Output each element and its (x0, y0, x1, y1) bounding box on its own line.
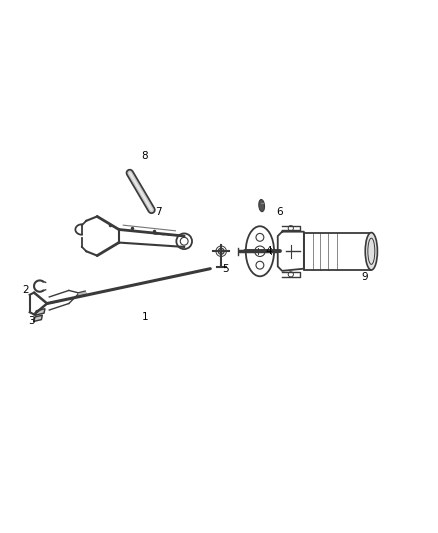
Text: 9: 9 (361, 272, 368, 282)
Text: 3: 3 (28, 316, 35, 326)
Text: 4: 4 (266, 246, 272, 256)
Text: 5: 5 (222, 264, 229, 273)
Bar (304, 232, 371, 270)
Circle shape (218, 248, 224, 254)
Polygon shape (35, 309, 45, 315)
Polygon shape (34, 315, 42, 321)
Text: 8: 8 (142, 150, 148, 160)
Text: 2: 2 (22, 286, 28, 295)
Text: 1: 1 (142, 312, 148, 321)
Ellipse shape (259, 199, 265, 212)
Text: 6: 6 (277, 207, 283, 217)
Text: 7: 7 (155, 207, 161, 217)
Ellipse shape (365, 232, 378, 270)
